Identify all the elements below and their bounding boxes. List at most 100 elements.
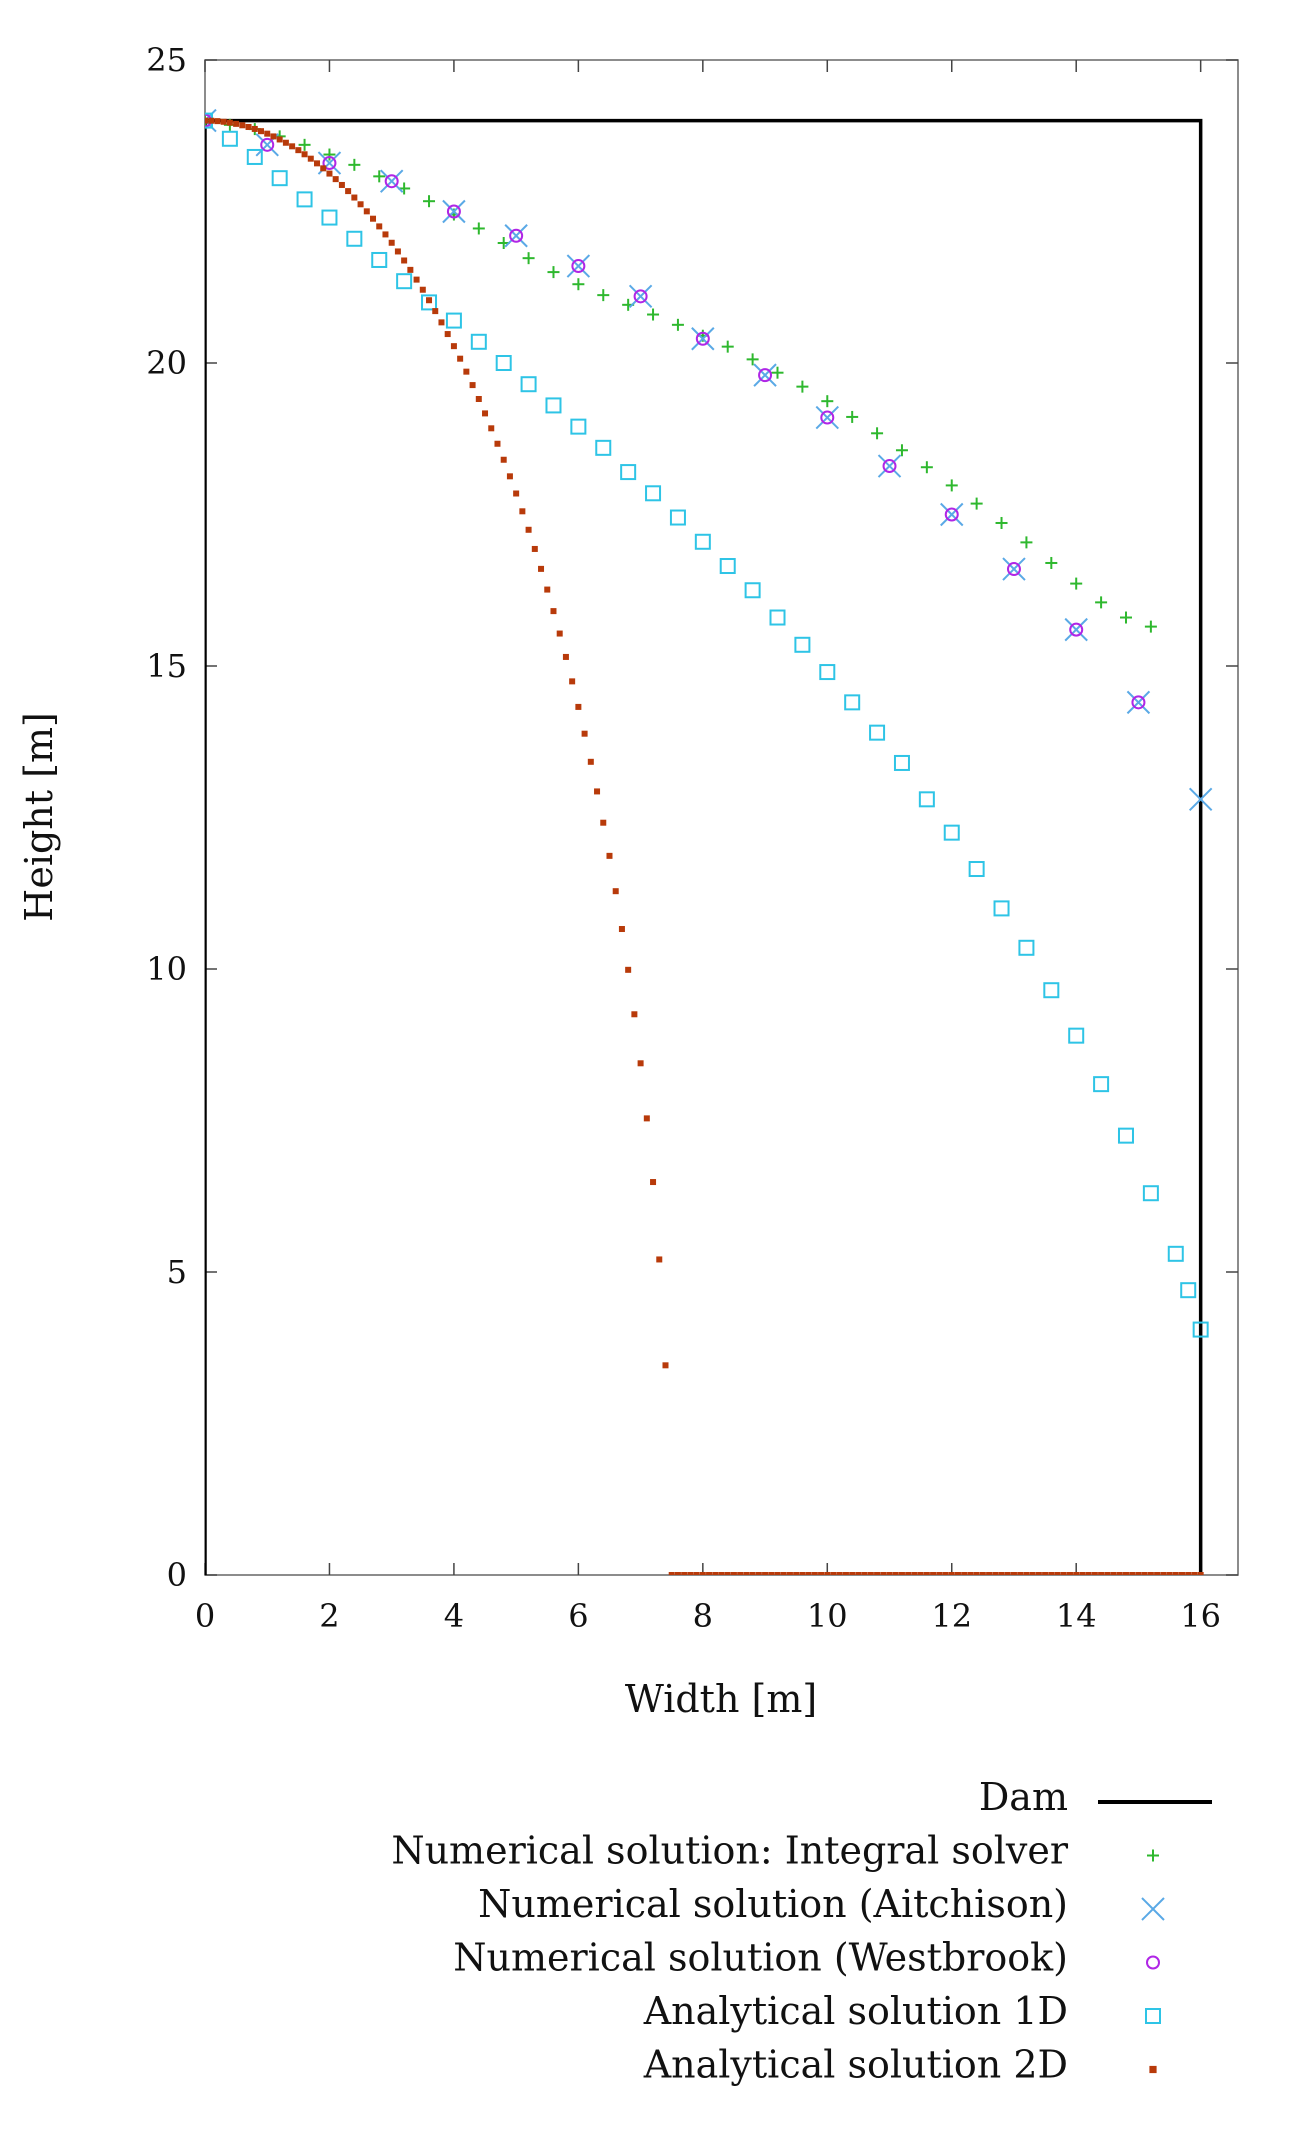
data-point-dot	[233, 120, 240, 127]
data-point-square	[321, 209, 338, 226]
data-point-square	[769, 609, 786, 626]
data-point-dot	[345, 188, 352, 195]
data-point-dot	[1073, 1572, 1080, 1575]
data-point-dot	[289, 143, 296, 150]
data-point-dot	[1154, 1572, 1161, 1575]
data-point-dot	[656, 1256, 663, 1263]
data-point-dot	[432, 308, 439, 315]
data-point-cross	[1064, 617, 1088, 642]
data-point-dot	[1017, 1572, 1024, 1575]
data-point-plus	[1095, 596, 1108, 609]
data-point-cross	[877, 454, 902, 478]
data-point-square	[1180, 1282, 1197, 1299]
data-point-square	[918, 791, 935, 808]
data-point-square	[221, 130, 238, 147]
data-point-cross	[691, 327, 715, 351]
data-point-plus	[895, 444, 908, 457]
data-point-dot	[1104, 1572, 1111, 1575]
data-point-dot	[258, 128, 265, 135]
data-point-dot	[214, 118, 221, 125]
x-tick-label: 8	[693, 1597, 713, 1635]
data-point-dot	[500, 456, 507, 463]
x-tick-label: 10	[807, 1597, 848, 1635]
data-point-dot	[550, 608, 557, 615]
data-point-dot	[1141, 1572, 1148, 1575]
dam-line	[205, 118, 1203, 1575]
data-point-dot	[1010, 1572, 1017, 1575]
data-point-dot	[1160, 1572, 1167, 1575]
series-cross	[205, 108, 1213, 812]
data-point-plus	[821, 395, 834, 408]
legend-entry-label: Numerical solution (Aitchison)	[478, 1882, 1068, 1926]
data-point-square	[520, 376, 537, 393]
data-point-square	[1192, 1321, 1209, 1338]
data-point-dot	[525, 526, 532, 533]
series-dot	[205, 117, 1204, 1575]
data-point-dot	[618, 926, 625, 933]
data-point-circle	[695, 331, 710, 346]
data-point-dot	[637, 1060, 644, 1067]
data-point-square	[993, 900, 1010, 917]
data-point-dot	[1122, 1572, 1129, 1575]
data-point-cross	[753, 363, 777, 387]
y-axis-label: Height [m]	[17, 712, 61, 922]
legend: Dam Numerical solution: Integral solver Nu…	[391, 1775, 1212, 2087]
data-point-dot	[513, 490, 520, 497]
data-point-dot	[780, 1572, 787, 1575]
data-point-dot	[538, 565, 545, 572]
data-point-plus	[1045, 556, 1058, 569]
data-point-dot	[849, 1572, 856, 1575]
y-tick-label: 25	[146, 41, 187, 79]
series-plus	[205, 114, 1157, 633]
data-point-dot	[208, 117, 215, 124]
data-point-plus	[423, 195, 436, 208]
data-point-dot	[276, 136, 283, 143]
data-point-dot	[818, 1572, 825, 1575]
data-point-plus	[522, 252, 535, 265]
data-point-dot	[245, 123, 252, 130]
data-point-square	[595, 439, 612, 456]
data-point-dot	[880, 1572, 887, 1575]
data-point-dot	[357, 201, 364, 208]
data-point-dot	[320, 165, 327, 172]
data-point-dot	[338, 181, 345, 188]
data-point-dot	[575, 703, 582, 710]
data-point-cross	[566, 254, 591, 278]
data-point-plus	[547, 266, 560, 279]
data-point-circle	[633, 289, 648, 304]
data-point-square	[346, 230, 363, 247]
data-point-cross	[1126, 690, 1151, 715]
data-point-dot	[886, 1572, 893, 1575]
data-point-plus	[746, 353, 759, 366]
legend-entry-label: Dam	[979, 1775, 1068, 1819]
data-point-square	[545, 397, 562, 414]
data-point-dot	[755, 1572, 762, 1575]
data-point-dot	[457, 355, 464, 362]
data-point-plus	[647, 308, 660, 321]
plot-frame	[204, 59, 1239, 1576]
data-point-circle	[820, 410, 835, 425]
data-point-dot	[681, 1572, 688, 1575]
data-point-plus	[373, 170, 386, 183]
data-point-dot	[706, 1572, 713, 1575]
x-tick-label: 6	[568, 1597, 588, 1635]
data-point-dot	[1029, 1572, 1036, 1575]
data-point-plus	[323, 148, 336, 161]
data-point-dot	[836, 1572, 843, 1575]
data-point-plus	[472, 222, 485, 235]
data-point-dot	[805, 1572, 812, 1575]
data-point-plus	[796, 380, 809, 393]
data-point-dot	[662, 1362, 669, 1369]
data-point-dot	[693, 1572, 700, 1575]
data-point-dot	[594, 788, 601, 795]
data-point-square	[1068, 1027, 1085, 1044]
data-point-dot	[1066, 1572, 1073, 1575]
data-point-plus	[721, 340, 734, 353]
data-point-square	[819, 664, 836, 681]
data-point-dot	[1091, 1572, 1098, 1575]
legend-entry-label: Analytical solution 2D	[643, 2043, 1068, 2087]
data-point-circle	[1131, 695, 1146, 710]
data-point-dot	[544, 586, 551, 593]
series-square	[205, 112, 1209, 1338]
legend-entry-label: Analytical solution 1D	[643, 1989, 1068, 2033]
